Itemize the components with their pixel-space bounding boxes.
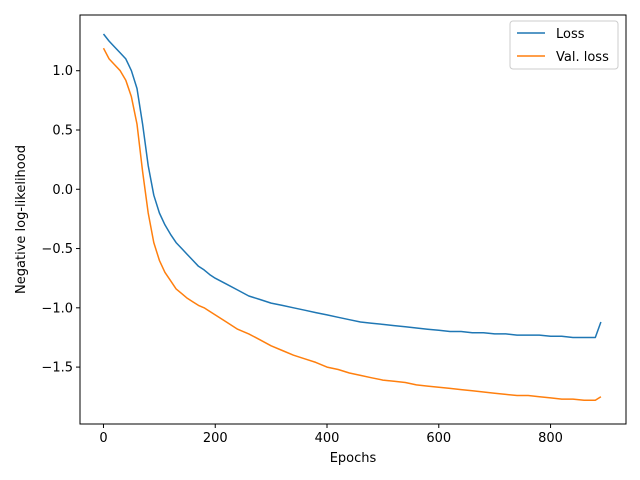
x-tick-label: 600 xyxy=(426,431,451,446)
x-tick-label: 800 xyxy=(538,431,563,446)
x-axis-label: Epochs xyxy=(330,451,377,466)
y-tick-label: 1.0 xyxy=(52,64,73,79)
y-tick-label: 0.0 xyxy=(52,183,73,198)
series-layer xyxy=(102,33,602,402)
y-tick-label: −0.5 xyxy=(41,242,73,257)
plot-frame xyxy=(79,14,627,425)
x-tick-label: 400 xyxy=(315,431,340,446)
series-line-loss xyxy=(102,33,602,339)
x-tick-label: 0 xyxy=(99,431,107,446)
y-axis-label: Negative log-likelihood xyxy=(14,145,29,294)
legend-label-val-loss: Val. loss xyxy=(556,50,609,65)
y-tick-label: −1.0 xyxy=(41,301,73,316)
x-axis: 0 200 400 600 800 xyxy=(99,424,563,446)
legend: Loss Val. loss xyxy=(509,20,619,70)
y-tick-label: 0.5 xyxy=(52,123,73,138)
x-tick-label: 200 xyxy=(203,431,228,446)
y-tick-label: −1.5 xyxy=(41,361,73,376)
series-line-val-loss xyxy=(102,47,602,402)
y-axis: 1.0 0.5 0.0 −0.5 −1.0 −1.5 xyxy=(41,64,80,376)
legend-label-loss: Loss xyxy=(556,27,585,42)
